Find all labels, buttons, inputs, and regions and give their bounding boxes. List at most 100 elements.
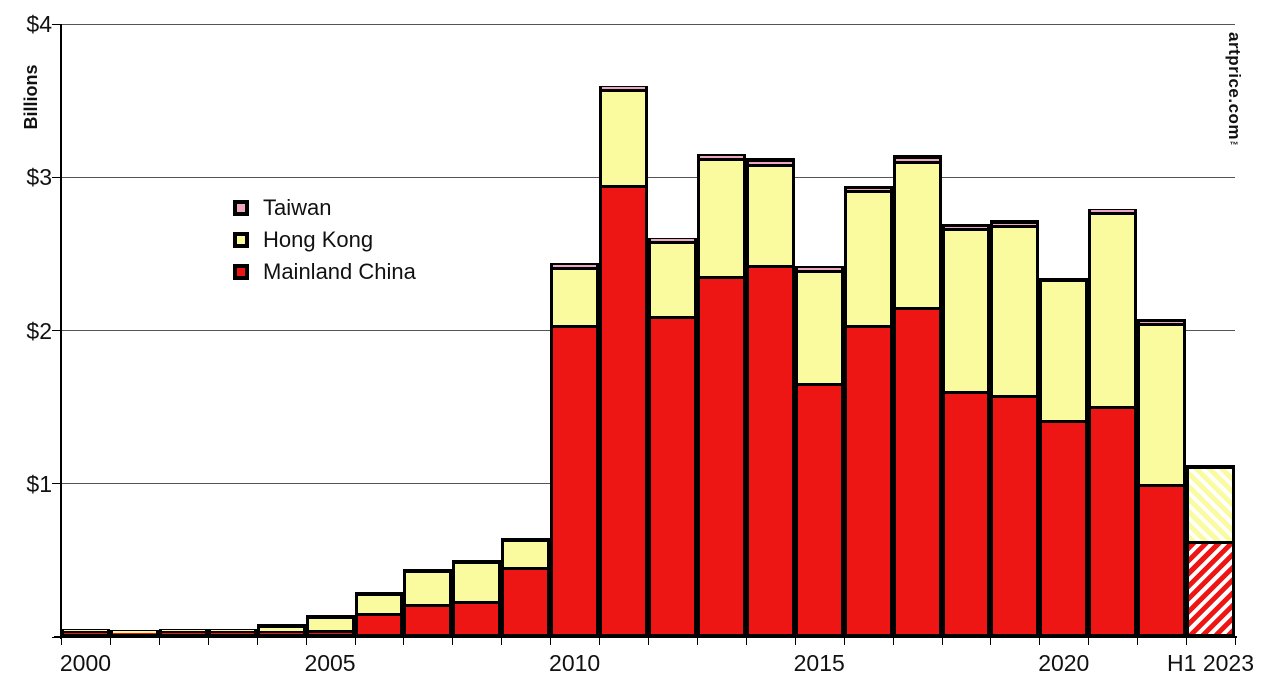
gridline-4	[61, 23, 1235, 25]
bar-2003	[208, 628, 257, 637]
segment-hong-kong	[945, 231, 987, 391]
x-tick-mark	[696, 637, 698, 645]
y-tick-mark	[52, 176, 61, 178]
segment-hong-kong	[602, 91, 645, 186]
x-tick-mark	[354, 637, 356, 645]
bar-2004	[257, 624, 306, 637]
y-tick-mark	[52, 23, 61, 25]
segment-hong-kong	[1189, 468, 1232, 542]
segment-taiwan	[700, 156, 743, 158]
segment-mainland-china	[700, 278, 743, 635]
y-tick-label-3: $3	[26, 164, 52, 191]
x-tick-mark	[549, 637, 551, 645]
x-tick-mark	[402, 637, 404, 645]
segment-mainland-china	[896, 309, 939, 635]
legend: Taiwan Hong Kong Mainland China	[233, 196, 416, 292]
bar-2011	[599, 86, 648, 637]
y-tick-mark	[52, 330, 61, 331]
y-tick-mark	[52, 483, 61, 485]
x-axis	[54, 636, 1237, 638]
bar-2019	[990, 219, 1039, 637]
x-tick-label-2000: 2000	[59, 650, 112, 676]
x-tick-mark	[500, 637, 502, 645]
bar-2007	[403, 569, 452, 637]
x-tick-mark	[109, 637, 111, 645]
legend-label: Hong Kong	[263, 227, 374, 252]
segment-mainland-china	[260, 632, 303, 635]
segment-mainland-china	[651, 318, 694, 635]
bar-2021	[1088, 208, 1137, 637]
y-axis	[60, 24, 62, 639]
bar-2015	[795, 265, 844, 637]
segment-mainland-china	[847, 327, 890, 635]
x-tick-label-2015: 2015	[793, 650, 845, 676]
segment-taiwan	[1140, 321, 1183, 324]
x-tick-mark	[451, 637, 453, 645]
segment-hong-kong	[1140, 326, 1183, 485]
y-axis-title: Billions	[21, 64, 41, 130]
x-tick-mark	[60, 637, 62, 645]
segment-hong-kong	[700, 160, 743, 276]
bar-2013	[697, 153, 746, 637]
bar-2005	[306, 615, 355, 637]
x-tick-mark	[892, 637, 894, 645]
segment-taiwan	[651, 239, 694, 241]
segment-mainland-china	[309, 632, 352, 635]
x-tick-label-2005: 2005	[304, 650, 356, 676]
x-tick-mark	[745, 637, 747, 645]
segment-hong-kong	[1042, 281, 1085, 420]
segment-hong-kong	[847, 193, 890, 325]
bar-2008	[452, 559, 501, 637]
bar-2020	[1039, 277, 1088, 637]
gridline-3	[61, 176, 1235, 178]
trademark-symbol: ™	[1229, 140, 1239, 151]
legend-item-mainland-china: Mainland China	[233, 260, 416, 283]
x-tick-mark	[647, 637, 649, 645]
legend-swatch-icon	[233, 263, 249, 280]
segment-hong-kong	[504, 542, 547, 568]
segment-hong-kong	[260, 628, 303, 632]
x-tick-mark	[1136, 637, 1138, 645]
bar-2017	[893, 155, 942, 637]
bar-2018	[942, 224, 990, 637]
segment-mainland-china	[1042, 422, 1085, 635]
bar-2022	[1137, 319, 1186, 637]
x-tick-label-h1-2023: H1 2023	[1167, 650, 1255, 676]
x-tick-mark	[1038, 637, 1040, 645]
legend-item-taiwan: Taiwan	[233, 196, 416, 219]
x-tick-mark	[843, 637, 845, 645]
bar-2010	[550, 262, 599, 637]
bar-2002	[159, 628, 208, 637]
legend-item-hong-kong: Hong Kong	[233, 228, 416, 251]
segment-hong-kong	[64, 629, 107, 632]
bar-h1-2023	[1186, 464, 1235, 637]
bar-2000	[61, 628, 110, 637]
segment-hong-kong	[358, 596, 400, 614]
segment-mainland-china	[993, 398, 1036, 635]
segment-mainland-china	[64, 632, 107, 635]
segment-taiwan	[749, 162, 792, 165]
x-tick-mark	[794, 637, 796, 645]
segment-hong-kong	[455, 563, 498, 601]
segment-hong-kong	[406, 573, 449, 604]
legend-swatch-icon	[233, 199, 249, 216]
x-tick-mark	[598, 637, 600, 645]
bar-2006	[355, 592, 403, 637]
segment-hong-kong	[309, 619, 352, 630]
bar-2014	[746, 158, 795, 637]
segment-taiwan	[1091, 210, 1134, 212]
segment-mainland-china	[455, 603, 498, 635]
artprice-watermark: artprice.com™	[1224, 32, 1244, 151]
segment-hong-kong	[1091, 214, 1134, 407]
x-tick-mark	[207, 637, 209, 645]
x-tick-mark	[1234, 637, 1236, 645]
segment-mainland-china	[211, 632, 254, 635]
segment-mainland-china	[1091, 409, 1134, 635]
legend-label: Taiwan	[263, 195, 332, 220]
segment-mainland-china	[798, 386, 841, 635]
segment-taiwan	[847, 188, 890, 191]
segment-taiwan	[945, 226, 987, 229]
segment-mainland-china	[162, 632, 205, 635]
bar-2012	[648, 238, 697, 637]
